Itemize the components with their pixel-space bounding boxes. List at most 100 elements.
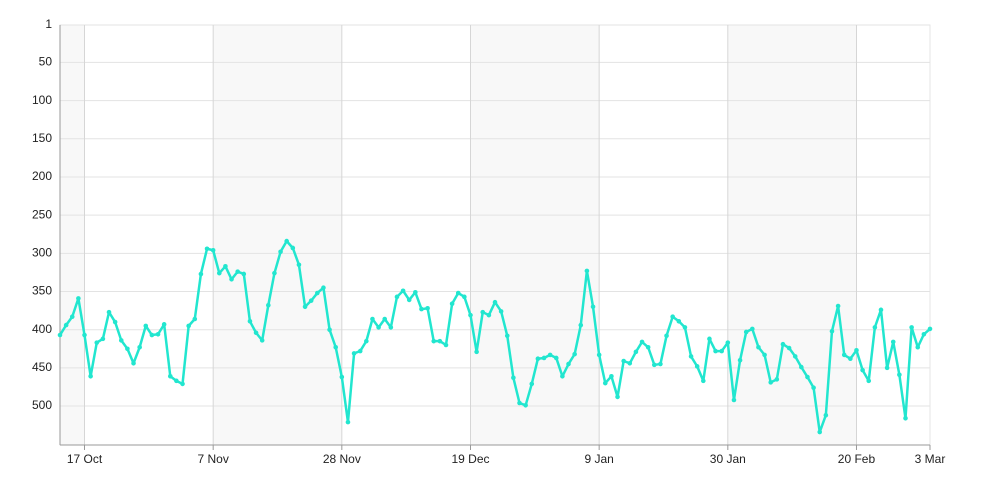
y-tick-label: 450 (32, 360, 52, 374)
data-point (186, 323, 191, 329)
data-point (57, 332, 63, 338)
data-point (676, 318, 682, 324)
data-point (688, 354, 694, 359)
data-point (645, 344, 651, 350)
data-point (455, 290, 461, 296)
data-point (302, 304, 308, 310)
data-point (204, 246, 210, 252)
data-point (890, 339, 896, 345)
data-point (780, 341, 786, 347)
y-tick-label: 1 (45, 17, 52, 31)
background-band (60, 25, 85, 445)
data-point (486, 312, 492, 318)
data-point (315, 290, 320, 296)
y-tick-label: 100 (32, 93, 52, 107)
data-point (639, 339, 645, 345)
data-point (799, 364, 804, 370)
data-point (835, 303, 841, 309)
data-point (376, 325, 381, 330)
data-point (719, 348, 724, 354)
data-point (609, 373, 614, 379)
data-point (351, 351, 357, 356)
data-point (223, 264, 228, 269)
background-band (727, 25, 857, 445)
data-point (633, 349, 639, 355)
data-point (388, 325, 394, 330)
data-point (523, 402, 528, 408)
data-point (76, 296, 81, 301)
data-point (296, 262, 302, 268)
data-point (811, 385, 816, 391)
data-point (137, 344, 142, 350)
data-point (792, 354, 798, 359)
data-point (210, 247, 216, 253)
data-point (431, 338, 437, 344)
data-point (694, 364, 700, 369)
data-point (909, 325, 914, 330)
data-point (118, 338, 124, 343)
x-tick-label: 30 Jan (710, 452, 746, 466)
data-point (370, 316, 375, 322)
data-point (829, 328, 835, 334)
data-point (848, 356, 853, 362)
data-point (462, 294, 467, 300)
data-point (511, 375, 516, 381)
data-point (572, 351, 577, 357)
data-point (578, 322, 584, 328)
x-tick-label: 19 Dec (451, 452, 489, 466)
data-point (927, 326, 933, 332)
data-point (413, 289, 418, 295)
data-point (229, 276, 234, 282)
data-point (805, 374, 810, 380)
data-point (272, 270, 277, 276)
data-point (743, 329, 749, 335)
data-point (394, 294, 400, 300)
data-point (590, 304, 596, 310)
data-point (253, 330, 259, 336)
data-point (278, 249, 283, 255)
y-tick-label: 500 (32, 398, 52, 412)
data-point (180, 381, 185, 387)
data-point (682, 325, 688, 330)
data-point (817, 429, 823, 435)
data-point (149, 332, 155, 338)
data-point (94, 340, 100, 345)
data-point (198, 271, 204, 277)
data-point (406, 297, 412, 303)
data-point (658, 361, 663, 367)
data-point (400, 288, 406, 294)
data-point (247, 318, 253, 324)
x-tick-label: 17 Oct (67, 452, 103, 466)
data-point (241, 271, 247, 277)
data-point (192, 316, 198, 322)
data-point (529, 381, 535, 387)
data-point (112, 319, 118, 325)
data-point (235, 269, 240, 274)
data-point (664, 333, 669, 339)
data-point (670, 314, 675, 320)
data-point (602, 380, 608, 386)
data-point (621, 358, 626, 364)
data-point (437, 338, 443, 344)
data-point (866, 378, 872, 384)
data-point (756, 344, 761, 350)
data-point (131, 360, 136, 366)
data-point (768, 380, 774, 385)
background-band (213, 25, 342, 445)
data-point (419, 306, 424, 312)
y-tick-label: 50 (39, 55, 53, 69)
data-point (327, 327, 332, 332)
data-point (701, 378, 706, 384)
data-point (897, 372, 902, 378)
data-point (290, 245, 296, 251)
data-point (498, 309, 504, 314)
data-point (713, 348, 718, 354)
data-point (425, 306, 430, 311)
y-tick-label: 200 (32, 169, 52, 183)
data-point (762, 352, 767, 358)
data-point (449, 301, 455, 307)
data-point (216, 270, 222, 276)
x-tick-label: 20 Feb (838, 452, 876, 466)
data-point (541, 355, 547, 361)
